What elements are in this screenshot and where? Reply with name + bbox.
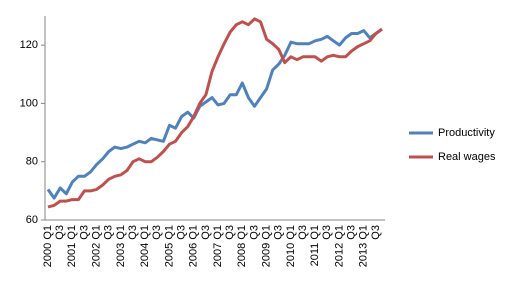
x-tick-label: Q3 bbox=[200, 225, 212, 240]
x-tick-label: 2002 Q1 bbox=[91, 225, 103, 267]
x-tick-label: Q3 bbox=[321, 225, 333, 240]
x-tick-label: 2003 Q1 bbox=[115, 225, 127, 267]
x-tick-label: 2001 Q1 bbox=[66, 225, 78, 267]
y-tick-label: 80 bbox=[26, 156, 38, 168]
line-series bbox=[47, 17, 383, 209]
x-tick-label: 2013 Q1 bbox=[358, 225, 370, 267]
x-tick-label: 2008 Q1 bbox=[236, 225, 248, 267]
x-tick-label: 2010 Q1 bbox=[285, 225, 297, 267]
x-tick-label: Q3 bbox=[273, 225, 285, 240]
x-tick-label: 2007 Q1 bbox=[212, 225, 224, 267]
legend-label: Real wages bbox=[438, 151, 496, 163]
x-tick-label: Q3 bbox=[103, 225, 115, 240]
x-tick-label: Q3 bbox=[151, 225, 163, 240]
x-tick-label: Q3 bbox=[248, 225, 260, 240]
x-tick-label: Q3 bbox=[127, 225, 139, 240]
legend-label: Productivity bbox=[438, 127, 495, 139]
x-tick-label: 2006 Q1 bbox=[188, 225, 200, 267]
x-tick-label: Q3 bbox=[346, 225, 358, 240]
x-tick-label: 2000 Q1 bbox=[42, 225, 54, 267]
y-tick-label: 100 bbox=[20, 97, 38, 109]
x-tick-label: 2012 Q1 bbox=[333, 225, 345, 267]
x-tick-label: 2011 Q1 bbox=[309, 225, 321, 266]
x-tick-label: Q3 bbox=[297, 225, 309, 240]
x-tick-label: Q3 bbox=[176, 225, 188, 240]
line-series bbox=[46, 27, 383, 200]
x-tick-label: 2005 Q1 bbox=[163, 225, 175, 267]
x-tick-label: Q3 bbox=[224, 225, 236, 240]
x-tick-label: Q3 bbox=[370, 225, 382, 240]
x-tick-label: 2009 Q1 bbox=[261, 225, 273, 267]
x-tick-label: Q3 bbox=[78, 225, 90, 240]
y-tick-label: 120 bbox=[20, 39, 38, 51]
y-tick-label: 60 bbox=[26, 214, 38, 226]
x-tick-label: 2004 Q1 bbox=[139, 225, 151, 267]
x-tick-label: Q3 bbox=[54, 225, 66, 240]
